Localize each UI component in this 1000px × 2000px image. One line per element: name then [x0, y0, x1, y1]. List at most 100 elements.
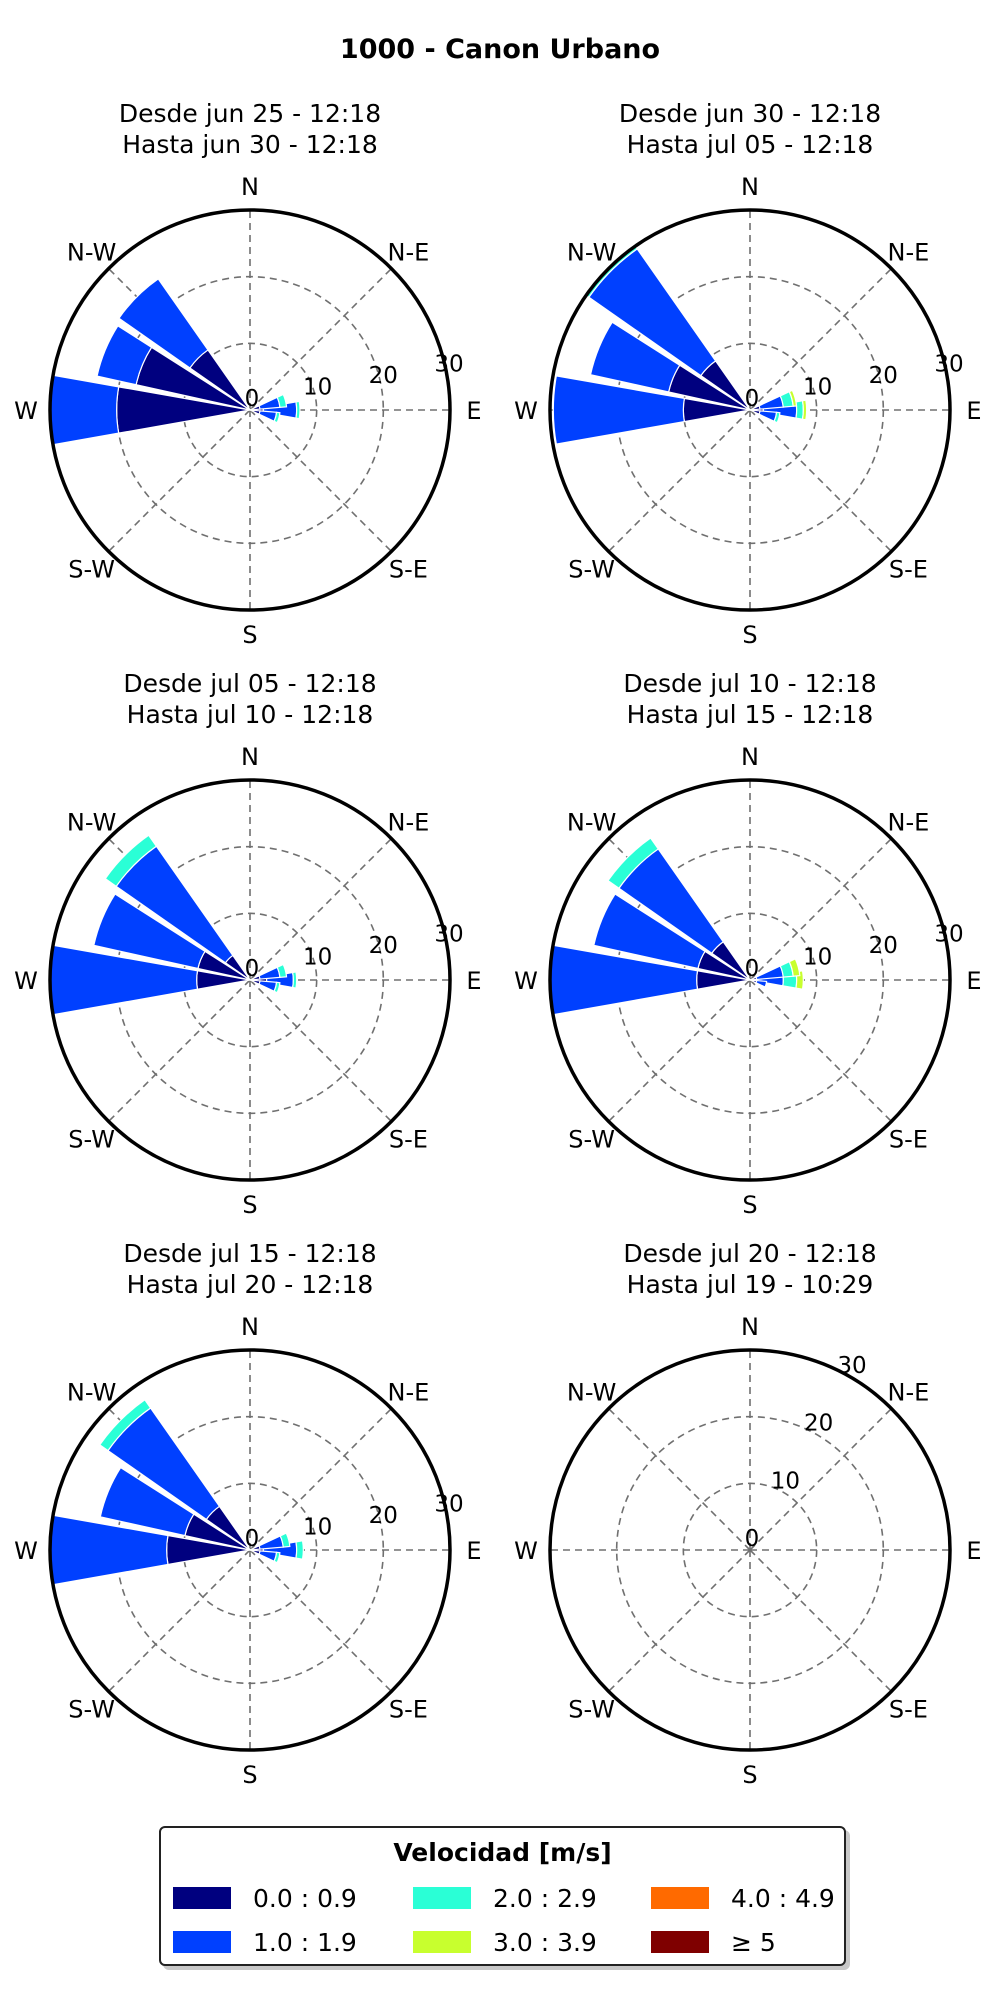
- wind-bar-292.5-speed-bin-1: [593, 893, 706, 970]
- ring-label-0: 0: [745, 956, 760, 982]
- direction-label-s-w: S-W: [568, 555, 615, 583]
- legend-label-2-2.9: 2.0 : 2.9: [493, 1883, 597, 1913]
- ring-label-30: 30: [434, 351, 463, 377]
- radial-grid-line-s-e: [749, 1549, 892, 1692]
- ring-label-30: 30: [434, 921, 463, 947]
- legend-item-3-3.9: 3.0 : 3.9: [413, 1926, 597, 1958]
- wind-bar-90-speed-bin-2: [295, 1540, 304, 1560]
- wind-bar-315-speed-bin-1: [118, 278, 209, 369]
- wind-bar-270-speed-bin-1: [552, 375, 686, 445]
- wind-bar-75-speed-bin-1: [258, 966, 281, 980]
- direction-label-n: N: [741, 743, 759, 771]
- direction-label-n: N: [241, 173, 259, 201]
- ring-label-20: 20: [869, 363, 898, 389]
- wind-bar-75-speed-bin-3: [788, 389, 798, 407]
- wind-bar-315-speed-bin-2: [607, 837, 660, 890]
- wind-bar-75-speed-bin-3: [788, 958, 801, 977]
- ring-grid-20: [615, 1415, 885, 1685]
- ring-label-10: 10: [771, 1468, 800, 1494]
- legend-swatch-5-plus: [651, 1931, 709, 1953]
- wind-bar-105-speed-bin-2: [773, 411, 781, 424]
- ring-grid-10: [682, 1482, 818, 1618]
- radial-grid-line-n-e: [249, 838, 392, 981]
- direction-label-n: N: [741, 1313, 759, 1341]
- radial-grid-line-n-e: [749, 268, 892, 411]
- direction-label-n-e: N-E: [387, 239, 429, 267]
- polar-frame: [48, 208, 452, 612]
- wind-bar-105-speed-bin-1: [258, 980, 278, 993]
- legend-swatch-1-1.9: [173, 1931, 231, 1953]
- direction-label-s-e: S-E: [389, 555, 428, 583]
- direction-label-n-e: N-E: [887, 809, 929, 837]
- ring-label-0: 0: [745, 1526, 760, 1552]
- direction-label-e: E: [966, 397, 981, 425]
- ring-label-0: 0: [245, 386, 260, 412]
- wind-bar-75-speed-bin-2: [276, 963, 288, 979]
- legend-swatch-4-4.9: [651, 1887, 709, 1909]
- legend-label-0-0.9: 0.0 : 0.9: [253, 1883, 357, 1913]
- legend-title: Velocidad [m/s]: [393, 1838, 612, 1867]
- subplot-title-line-1: Desde jul 10 - 12:18: [623, 669, 876, 698]
- radial-grid-line-n-e: [749, 838, 892, 981]
- wind-bar-292.5-speed-bin-1: [96, 324, 153, 386]
- subplot-title-line-1: Desde jul 20 - 12:18: [623, 1239, 876, 1268]
- direction-label-n-w: N-W: [67, 239, 116, 267]
- direction-label-s: S: [242, 1191, 257, 1219]
- direction-label-n-e: N-E: [887, 1379, 929, 1407]
- direction-label-w: W: [514, 967, 538, 995]
- ring-label-30: 30: [837, 1353, 866, 1379]
- direction-label-s: S: [742, 621, 757, 649]
- direction-label-e: E: [966, 967, 981, 995]
- radial-grid-line-s-w: [108, 409, 251, 552]
- direction-label-w: W: [514, 1537, 538, 1565]
- legend-item-4-4.9: 4.0 : 4.9: [651, 1882, 835, 1914]
- subplot-title-line-2: Hasta jun 30 - 12:18: [122, 130, 378, 159]
- radial-grid-line-s-w: [108, 1549, 251, 1692]
- legend-label-3-3.9: 3.0 : 3.9: [493, 1927, 597, 1957]
- direction-label-s-e: S-E: [889, 555, 928, 583]
- legend-label-1-1.9: 1.0 : 1.9: [253, 1927, 357, 1957]
- direction-label-n-w: N-W: [67, 1379, 116, 1407]
- ring-label-20: 20: [804, 1411, 833, 1437]
- direction-label-e: E: [466, 397, 481, 425]
- direction-label-s: S: [742, 1761, 757, 1789]
- radial-grid-line-s-e: [749, 979, 892, 1122]
- wind-bar-315-speed-bin-2: [104, 834, 158, 888]
- radial-grid-line-s-w: [608, 1549, 751, 1692]
- direction-label-s-w: S-W: [568, 1125, 615, 1153]
- wind-bar-105-speed-bin-1: [758, 410, 778, 423]
- wind-bar-105-speed-bin-2: [273, 411, 281, 424]
- legend-item-0-0.9: 0.0 : 0.9: [173, 1882, 357, 1914]
- direction-label-n: N: [241, 1313, 259, 1341]
- ring-label-20: 20: [369, 1503, 398, 1529]
- legend-swatch-3-3.9: [413, 1931, 471, 1953]
- legend-swatch-2-2.9: [413, 1887, 471, 1909]
- ring-label-30: 30: [434, 1491, 463, 1517]
- subplot-title-line-2: Hasta jul 15 - 12:18: [627, 700, 874, 729]
- subplot-title-line-2: Hasta jul 20 - 12:18: [127, 1270, 374, 1299]
- ring-grid-20: [115, 1415, 385, 1685]
- radial-grid-line-s-w: [608, 409, 751, 552]
- ring-grid-20: [115, 845, 385, 1115]
- direction-label-n-w: N-W: [567, 239, 616, 267]
- direction-label-e: E: [466, 967, 481, 995]
- ring-label-10: 10: [803, 944, 832, 970]
- direction-label-e: E: [466, 1537, 481, 1565]
- ring-grid-20: [615, 275, 885, 545]
- wind-bar-105-speed-bin-2: [273, 981, 281, 994]
- direction-label-s-w: S-W: [68, 1125, 115, 1153]
- subplot-title-line-1: Desde jun 25 - 12:18: [119, 99, 381, 128]
- ring-label-30: 30: [934, 351, 963, 377]
- ring-label-0: 0: [245, 1526, 260, 1552]
- direction-label-n-e: N-E: [387, 809, 429, 837]
- subplot-title-line-2: Hasta jul 10 - 12:18: [127, 700, 374, 729]
- radial-grid-line-s-e: [249, 409, 392, 552]
- polar-frame: [548, 778, 952, 1182]
- ring-label-10: 10: [303, 1514, 332, 1540]
- subplot-title-line-1: Desde jun 30 - 12:18: [619, 99, 881, 128]
- direction-label-n-e: N-E: [887, 239, 929, 267]
- ring-label-20: 20: [869, 933, 898, 959]
